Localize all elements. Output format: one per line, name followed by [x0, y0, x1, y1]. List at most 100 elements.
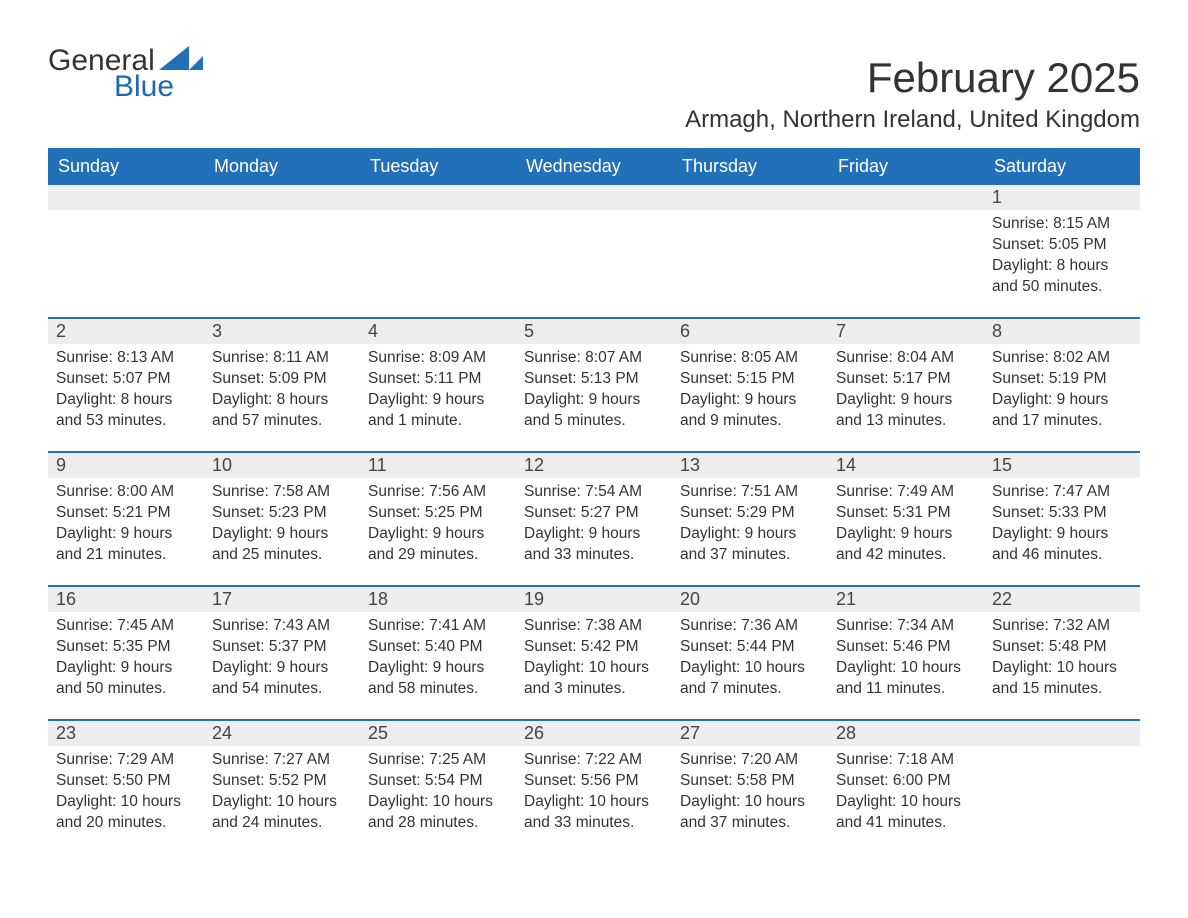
day-cell: 4Sunrise: 8:09 AMSunset: 5:11 PMDaylight… — [360, 319, 516, 451]
day-number: 7 — [828, 319, 984, 344]
day-sunrise: Sunrise: 7:56 AM — [368, 482, 508, 503]
day-body: Sunrise: 7:34 AMSunset: 5:46 PMDaylight:… — [828, 612, 984, 710]
day-daylight1: Daylight: 9 hours — [680, 524, 820, 545]
day-daylight2: and 9 minutes. — [680, 411, 820, 432]
day-sunrise: Sunrise: 8:04 AM — [836, 348, 976, 369]
dow-cell: Wednesday — [516, 148, 672, 185]
day-number: . — [672, 185, 828, 210]
day-number: . — [516, 185, 672, 210]
day-daylight1: Daylight: 9 hours — [368, 524, 508, 545]
day-number: 3 — [204, 319, 360, 344]
day-sunset: Sunset: 5:19 PM — [992, 369, 1132, 390]
day-daylight1: Daylight: 10 hours — [992, 658, 1132, 679]
weeks-container: ......1Sunrise: 8:15 AMSunset: 5:05 PMDa… — [48, 185, 1140, 853]
day-sunrise: Sunrise: 8:02 AM — [992, 348, 1132, 369]
day-number: 12 — [516, 453, 672, 478]
day-cell: 23Sunrise: 7:29 AMSunset: 5:50 PMDayligh… — [48, 721, 204, 853]
day-body: Sunrise: 7:32 AMSunset: 5:48 PMDaylight:… — [984, 612, 1140, 710]
day-body: Sunrise: 8:11 AMSunset: 5:09 PMDaylight:… — [204, 344, 360, 442]
day-cell: 27Sunrise: 7:20 AMSunset: 5:58 PMDayligh… — [672, 721, 828, 853]
day-number: 17 — [204, 587, 360, 612]
day-cell: 16Sunrise: 7:45 AMSunset: 5:35 PMDayligh… — [48, 587, 204, 719]
day-cell: . — [204, 185, 360, 317]
day-body: Sunrise: 7:20 AMSunset: 5:58 PMDaylight:… — [672, 746, 828, 844]
day-cell: 1Sunrise: 8:15 AMSunset: 5:05 PMDaylight… — [984, 185, 1140, 317]
day-body: Sunrise: 7:51 AMSunset: 5:29 PMDaylight:… — [672, 478, 828, 576]
day-body: Sunrise: 7:54 AMSunset: 5:27 PMDaylight:… — [516, 478, 672, 576]
week-row: 23Sunrise: 7:29 AMSunset: 5:50 PMDayligh… — [48, 719, 1140, 853]
day-daylight1: Daylight: 8 hours — [56, 390, 196, 411]
day-cell: 20Sunrise: 7:36 AMSunset: 5:44 PMDayligh… — [672, 587, 828, 719]
day-sunrise: Sunrise: 7:29 AM — [56, 750, 196, 771]
day-sunrise: Sunrise: 7:54 AM — [524, 482, 664, 503]
dow-cell: Tuesday — [360, 148, 516, 185]
day-number: 21 — [828, 587, 984, 612]
day-number: . — [984, 721, 1140, 746]
day-sunset: Sunset: 5:11 PM — [368, 369, 508, 390]
day-sunrise: Sunrise: 7:41 AM — [368, 616, 508, 637]
day-sunset: Sunset: 5:54 PM — [368, 771, 508, 792]
day-daylight2: and 24 minutes. — [212, 813, 352, 834]
day-daylight2: and 54 minutes. — [212, 679, 352, 700]
day-cell: . — [360, 185, 516, 317]
day-sunrise: Sunrise: 7:47 AM — [992, 482, 1132, 503]
day-daylight1: Daylight: 10 hours — [56, 792, 196, 813]
day-number: 28 — [828, 721, 984, 746]
day-daylight1: Daylight: 10 hours — [836, 792, 976, 813]
day-number: 18 — [360, 587, 516, 612]
day-sunrise: Sunrise: 8:11 AM — [212, 348, 352, 369]
day-daylight1: Daylight: 8 hours — [992, 256, 1132, 277]
day-daylight2: and 3 minutes. — [524, 679, 664, 700]
day-body: Sunrise: 8:02 AMSunset: 5:19 PMDaylight:… — [984, 344, 1140, 442]
day-sunrise: Sunrise: 8:15 AM — [992, 214, 1132, 235]
day-daylight1: Daylight: 8 hours — [212, 390, 352, 411]
day-cell: . — [828, 185, 984, 317]
day-sunset: Sunset: 5:07 PM — [56, 369, 196, 390]
week-row: ......1Sunrise: 8:15 AMSunset: 5:05 PMDa… — [48, 185, 1140, 317]
logo: General Blue — [48, 40, 203, 102]
day-daylight1: Daylight: 9 hours — [368, 390, 508, 411]
day-number: 5 — [516, 319, 672, 344]
day-body: Sunrise: 7:29 AMSunset: 5:50 PMDaylight:… — [48, 746, 204, 844]
week-row: 2Sunrise: 8:13 AMSunset: 5:07 PMDaylight… — [48, 317, 1140, 451]
day-cell: 12Sunrise: 7:54 AMSunset: 5:27 PMDayligh… — [516, 453, 672, 585]
day-cell: 10Sunrise: 7:58 AMSunset: 5:23 PMDayligh… — [204, 453, 360, 585]
day-sunrise: Sunrise: 7:27 AM — [212, 750, 352, 771]
day-cell: 3Sunrise: 8:11 AMSunset: 5:09 PMDaylight… — [204, 319, 360, 451]
day-number: 4 — [360, 319, 516, 344]
day-daylight1: Daylight: 9 hours — [368, 658, 508, 679]
day-daylight1: Daylight: 9 hours — [56, 524, 196, 545]
day-number: 22 — [984, 587, 1140, 612]
day-sunset: Sunset: 5:09 PM — [212, 369, 352, 390]
day-sunrise: Sunrise: 7:45 AM — [56, 616, 196, 637]
day-body: Sunrise: 7:45 AMSunset: 5:35 PMDaylight:… — [48, 612, 204, 710]
day-daylight2: and 5 minutes. — [524, 411, 664, 432]
day-cell: 9Sunrise: 8:00 AMSunset: 5:21 PMDaylight… — [48, 453, 204, 585]
day-sunrise: Sunrise: 7:25 AM — [368, 750, 508, 771]
day-body: Sunrise: 8:15 AMSunset: 5:05 PMDaylight:… — [984, 210, 1140, 308]
day-sunset: Sunset: 5:58 PM — [680, 771, 820, 792]
week-row: 16Sunrise: 7:45 AMSunset: 5:35 PMDayligh… — [48, 585, 1140, 719]
day-body: Sunrise: 7:49 AMSunset: 5:31 PMDaylight:… — [828, 478, 984, 576]
day-daylight2: and 25 minutes. — [212, 545, 352, 566]
day-daylight2: and 20 minutes. — [56, 813, 196, 834]
day-number: 14 — [828, 453, 984, 478]
day-number: 2 — [48, 319, 204, 344]
day-sunrise: Sunrise: 7:22 AM — [524, 750, 664, 771]
day-sunset: Sunset: 5:21 PM — [56, 503, 196, 524]
day-sunset: Sunset: 5:40 PM — [368, 637, 508, 658]
day-sunrise: Sunrise: 7:49 AM — [836, 482, 976, 503]
day-number: . — [48, 185, 204, 210]
logo-word2: Blue — [114, 72, 203, 102]
day-sunset: Sunset: 5:52 PM — [212, 771, 352, 792]
day-body: Sunrise: 7:41 AMSunset: 5:40 PMDaylight:… — [360, 612, 516, 710]
day-daylight2: and 33 minutes. — [524, 813, 664, 834]
day-cell: 28Sunrise: 7:18 AMSunset: 6:00 PMDayligh… — [828, 721, 984, 853]
day-number: 25 — [360, 721, 516, 746]
day-number: 1 — [984, 185, 1140, 210]
day-daylight2: and 15 minutes. — [992, 679, 1132, 700]
day-daylight1: Daylight: 9 hours — [836, 524, 976, 545]
day-cell: 17Sunrise: 7:43 AMSunset: 5:37 PMDayligh… — [204, 587, 360, 719]
day-sunrise: Sunrise: 8:05 AM — [680, 348, 820, 369]
day-daylight1: Daylight: 10 hours — [368, 792, 508, 813]
